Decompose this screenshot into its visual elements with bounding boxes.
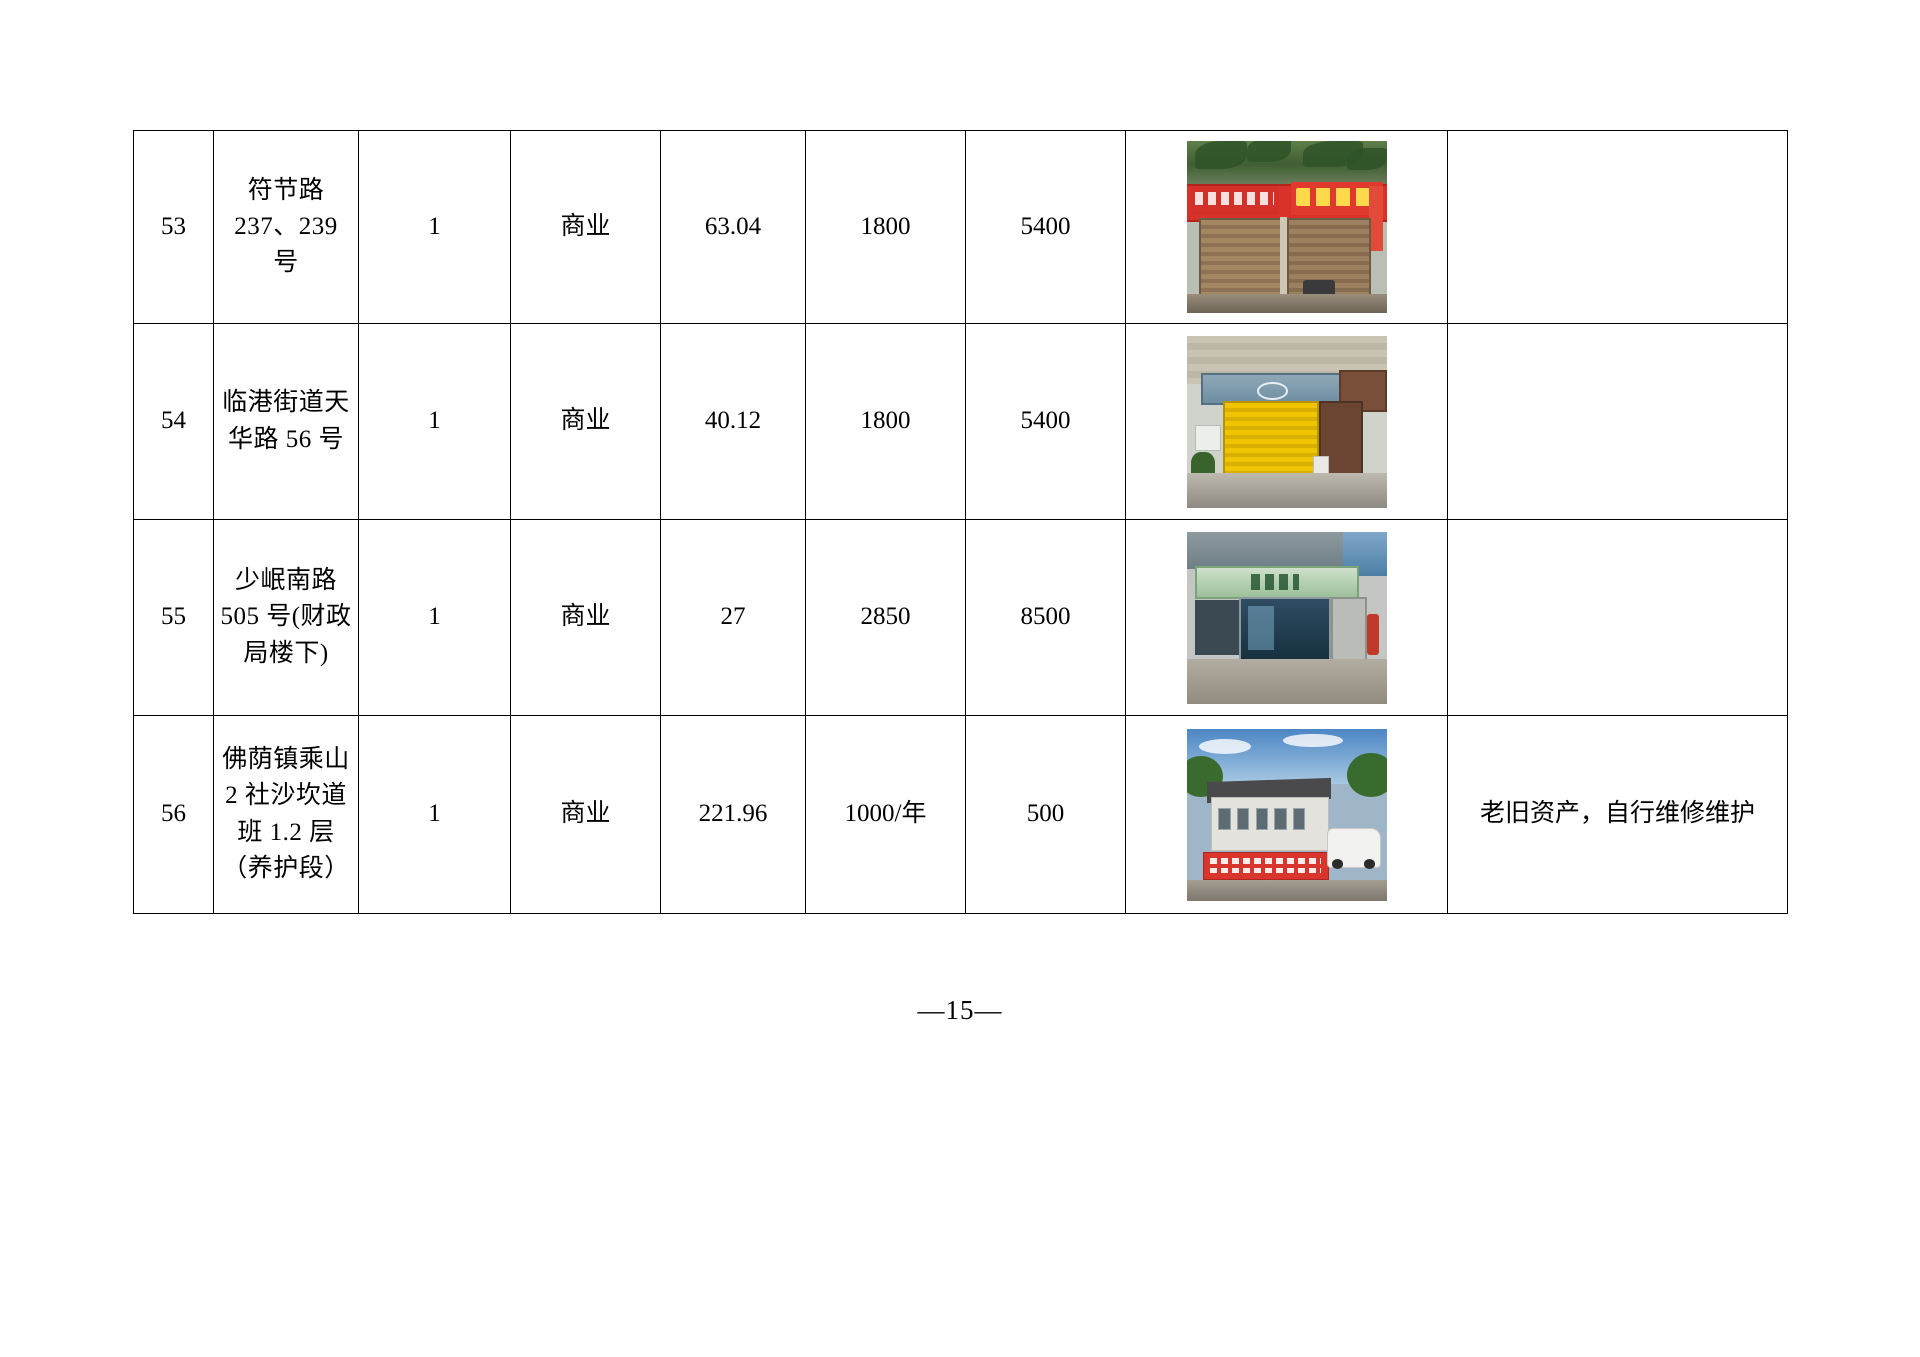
- row-index: 53: [133, 130, 214, 324]
- row-total: 500: [965, 715, 1126, 914]
- row-photo-cell: [1125, 130, 1448, 324]
- table-row: 56 佛荫镇乘山 2 社沙坎道班 1.2 层（养护段） 1 商业 221.96 …: [133, 715, 1788, 914]
- row-index: 56: [133, 715, 214, 914]
- row-total: 5400: [965, 323, 1126, 520]
- property-photo-image: [1186, 531, 1387, 704]
- asset-table-container: 53 符节路 237、239 号 1 商业 63.04 1800 5400: [133, 130, 1788, 914]
- page-number: —15—: [917, 995, 1003, 1025]
- table-row: 54 临港街道天华路 56 号 1 商业 40.12 1800 5400: [133, 323, 1788, 520]
- table-row: 55 少岷南路 505 号(财政局楼下) 1 商业 27 2850 8500: [133, 519, 1788, 716]
- row-area: 63.04: [660, 130, 806, 324]
- row-total: 8500: [965, 519, 1126, 716]
- row-area: 27: [660, 519, 806, 716]
- row-photo-cell: [1125, 323, 1448, 520]
- row-quantity: 1: [358, 130, 511, 324]
- row-area: 40.12: [660, 323, 806, 520]
- row-photo-cell: [1125, 715, 1448, 914]
- property-photo-image: [1186, 728, 1387, 901]
- row-index: 54: [133, 323, 214, 520]
- row-photo-cell: [1125, 519, 1448, 716]
- row-type: 商业: [510, 519, 661, 716]
- row-area: 221.96: [660, 715, 806, 914]
- row-quantity: 1: [358, 323, 511, 520]
- row-quantity: 1: [358, 519, 511, 716]
- row-note: 老旧资产，自行维修维护: [1447, 715, 1788, 914]
- row-note: [1447, 323, 1788, 520]
- row-rent: 1800: [805, 323, 966, 520]
- row-address: 符节路 237、239 号: [213, 130, 359, 324]
- row-type: 商业: [510, 715, 661, 914]
- row-address: 少岷南路 505 号(财政局楼下): [213, 519, 359, 716]
- row-rent: 1000/年: [805, 715, 966, 914]
- row-rent: 1800: [805, 130, 966, 324]
- table-row: 53 符节路 237、239 号 1 商业 63.04 1800 5400: [133, 130, 1788, 324]
- property-photo-image: [1186, 141, 1387, 313]
- row-note: [1447, 519, 1788, 716]
- row-total: 5400: [965, 130, 1126, 324]
- row-rent: 2850: [805, 519, 966, 716]
- row-address: 佛荫镇乘山 2 社沙坎道班 1.2 层（养护段）: [213, 715, 359, 914]
- row-type: 商业: [510, 323, 661, 520]
- row-address: 临港街道天华路 56 号: [213, 323, 359, 520]
- row-type: 商业: [510, 130, 661, 324]
- row-quantity: 1: [358, 715, 511, 914]
- row-note: [1447, 130, 1788, 324]
- asset-table: 53 符节路 237、239 号 1 商业 63.04 1800 5400: [133, 130, 1788, 914]
- property-photo-image: [1186, 335, 1387, 508]
- row-index: 55: [133, 519, 214, 716]
